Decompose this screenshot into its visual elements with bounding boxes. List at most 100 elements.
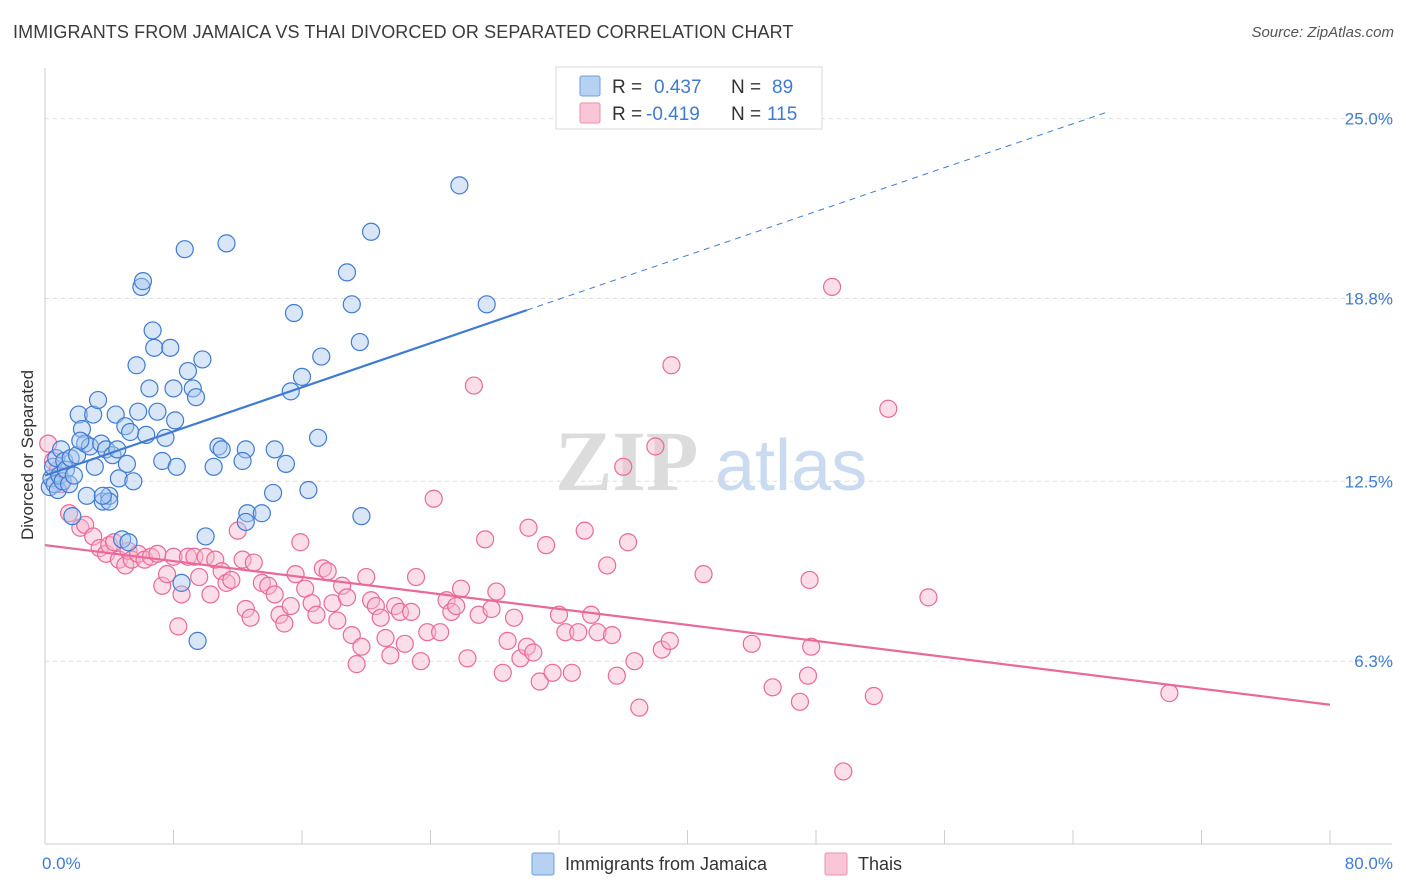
y-tick-label: 18.8% <box>1345 290 1393 309</box>
trend-line-jamaica <box>44 309 528 477</box>
data-point <box>646 437 665 456</box>
data-point <box>127 356 146 375</box>
bottom-legend-label-jamaica: Immigrants from Jamaica <box>565 854 768 874</box>
data-point <box>175 240 194 259</box>
data-point <box>265 440 284 459</box>
trend-line-thais <box>44 544 1331 706</box>
data-point <box>352 637 371 656</box>
data-point <box>402 602 421 621</box>
data-point <box>302 594 321 613</box>
data-point <box>140 379 159 398</box>
data-point <box>167 457 186 476</box>
data-point <box>172 573 191 592</box>
data-point <box>236 512 255 532</box>
y-tick-labels: 6.3% 12.5% 18.8% 25.0% <box>1345 110 1393 672</box>
data-point <box>418 623 437 642</box>
data-point <box>63 507 82 526</box>
top-legend: R = 0.437 N = 89 R = -0.419 N = 115 <box>555 66 823 130</box>
data-point <box>48 480 67 500</box>
data-point <box>299 480 318 500</box>
legend-swatch-thais <box>579 102 601 124</box>
data-point <box>834 762 853 781</box>
data-point <box>493 663 512 682</box>
legend-n-value-jamaica: 89 <box>772 77 793 98</box>
x-tick-labels: 0.0% 80.0% <box>42 854 1393 873</box>
data-point <box>59 504 79 523</box>
legend-r-value-jamaica: 0.437 <box>654 77 702 98</box>
data-point <box>556 623 575 642</box>
data-point <box>350 332 369 352</box>
bottom-legend: Immigrants from Jamaica Thais <box>531 852 902 876</box>
data-point <box>84 405 103 424</box>
data-point <box>161 338 180 357</box>
data-point <box>662 356 681 375</box>
data-point <box>386 596 405 616</box>
data-point <box>188 631 207 650</box>
data-point <box>451 579 471 598</box>
data-point <box>72 419 92 439</box>
data-point <box>476 530 495 549</box>
data-point <box>275 614 294 633</box>
data-point <box>442 602 461 621</box>
data-point <box>543 663 562 682</box>
data-point <box>84 527 103 546</box>
data-point <box>252 504 271 523</box>
data-point <box>119 533 138 552</box>
data-point <box>129 402 148 421</box>
trend-lines <box>44 112 1331 706</box>
data-point <box>292 367 312 386</box>
data-point <box>166 411 185 430</box>
data-point <box>241 608 260 627</box>
data-point <box>313 559 332 578</box>
thais-points <box>39 277 1179 781</box>
data-point <box>395 634 414 653</box>
y-tick-label: 6.3% <box>1354 652 1393 671</box>
data-point <box>153 576 172 595</box>
data-point <box>233 550 252 569</box>
legend-r-value-thais: -0.419 <box>646 104 700 125</box>
y-tick-label: 12.5% <box>1345 472 1393 491</box>
data-point <box>148 402 167 421</box>
data-point <box>366 596 385 616</box>
data-point <box>763 678 782 697</box>
data-point <box>59 475 79 494</box>
data-point <box>236 440 255 459</box>
data-point <box>562 663 581 682</box>
data-point <box>209 437 228 456</box>
data-point <box>124 472 143 491</box>
data-point <box>88 390 108 410</box>
data-point <box>307 605 326 624</box>
data-point <box>222 570 241 590</box>
data-point <box>206 550 225 569</box>
data-point <box>411 652 430 671</box>
chart-title: IMMIGRANTS FROM JAMAICA VS THAI DIVORCED… <box>13 22 794 42</box>
data-point <box>77 486 96 505</box>
data-point <box>284 303 304 323</box>
data-point <box>614 457 633 476</box>
data-point <box>106 405 125 424</box>
data-point <box>694 565 713 584</box>
data-point <box>630 698 649 717</box>
y-axis-label: Divorced or Separated <box>18 370 37 540</box>
data-point <box>361 222 381 241</box>
data-point <box>121 422 140 442</box>
data-point <box>337 588 357 607</box>
data-point <box>800 570 819 590</box>
x-tick-label: 80.0% <box>1345 854 1393 873</box>
data-point <box>308 428 328 447</box>
data-point <box>178 547 198 566</box>
data-point <box>276 454 296 474</box>
data-point <box>790 692 810 711</box>
source-label: Source: ZipAtlas.com <box>1251 24 1394 41</box>
data-point <box>1160 684 1179 703</box>
data-point <box>217 573 236 592</box>
data-point <box>190 567 209 587</box>
data-point <box>406 567 426 587</box>
data-point <box>71 431 90 450</box>
data-point <box>607 666 626 685</box>
data-point <box>342 295 361 314</box>
data-point <box>116 417 135 436</box>
data-point <box>424 489 443 508</box>
data-point <box>381 646 400 665</box>
data-point <box>244 553 263 572</box>
